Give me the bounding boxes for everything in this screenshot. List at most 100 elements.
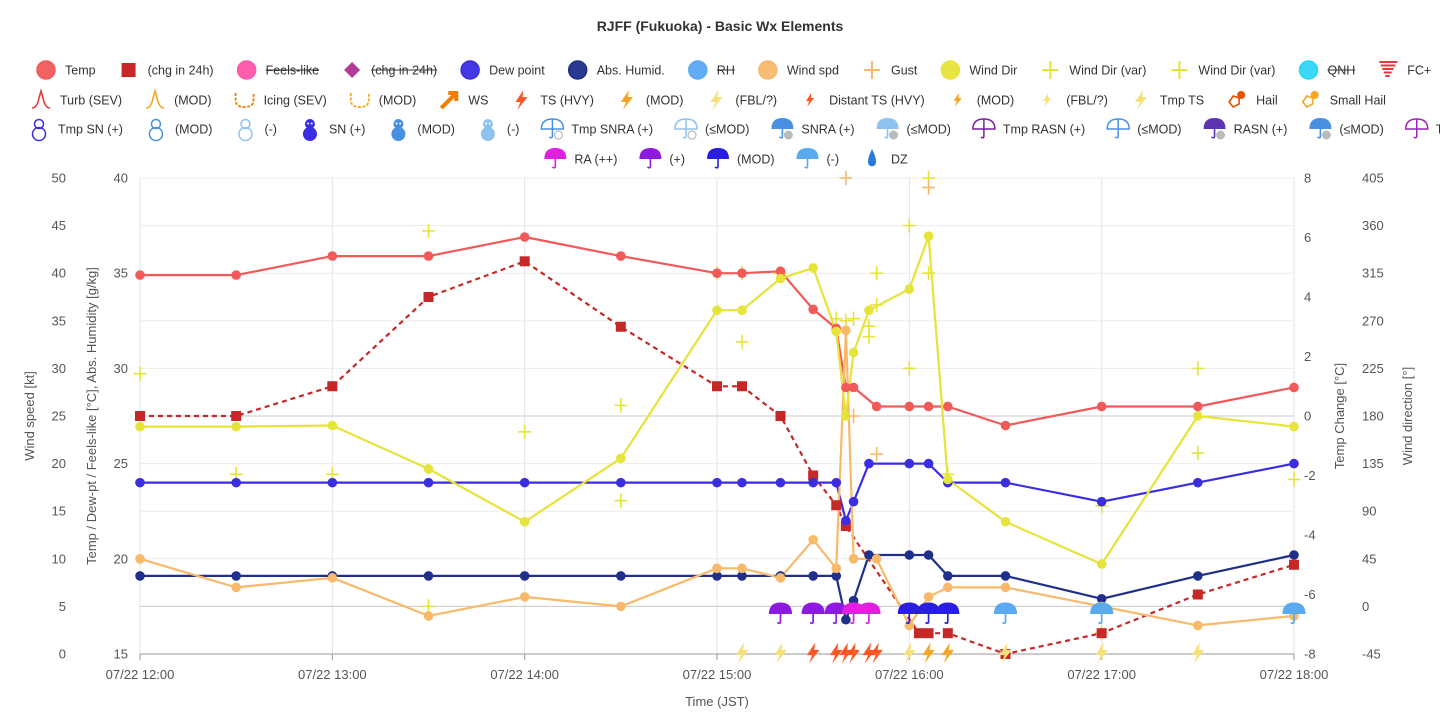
legend-label: (MOD)	[417, 123, 455, 137]
temp-change-point	[231, 411, 242, 421]
temp-change-point	[1289, 559, 1299, 570]
wind-dir-var-point	[133, 366, 147, 381]
legend-item[interactable]: RA (++)	[544, 148, 617, 169]
gust-point	[870, 446, 884, 462]
legend-item[interactable]: Distant TS (HVY)	[806, 93, 925, 108]
series-point	[423, 251, 434, 261]
legend-item[interactable]: (≤MOD)	[1309, 118, 1384, 140]
legend-item[interactable]: Tmp TS	[1134, 90, 1204, 110]
legend-item[interactable]: (+)	[639, 148, 685, 169]
legend-label: (MOD)	[737, 153, 775, 167]
series-point	[737, 563, 747, 574]
series-point	[871, 554, 882, 564]
series-point	[231, 582, 241, 593]
legend-item[interactable]: (-)	[238, 118, 277, 142]
y-axis-label-temp-change: Temp Change [°C]	[1332, 363, 1347, 469]
series-point	[831, 563, 842, 574]
series-point	[423, 477, 434, 488]
legend-label: Small Hail	[1330, 94, 1386, 108]
legend-label: (MOD)	[174, 94, 212, 108]
legend-item[interactable]: (≤MOD)	[876, 118, 951, 140]
legend-item[interactable]: Feels-like	[236, 60, 320, 80]
gust-point	[847, 408, 860, 424]
legend-item[interactable]: (≤MOD)	[674, 118, 749, 140]
tick-label-wind_dir: 180	[1362, 409, 1384, 424]
series-point	[904, 284, 915, 294]
legend-item[interactable]: Dew point	[460, 60, 545, 80]
ts-event	[806, 642, 820, 664]
legend-label: (-)	[827, 153, 840, 167]
legend-label: Wind Dir (var)	[1069, 64, 1146, 78]
legend-item[interactable]: Wind Dir (var)	[1171, 61, 1275, 79]
wind-dir-var-point	[922, 266, 935, 281]
legend-item[interactable]: RH	[688, 60, 735, 80]
legend-item[interactable]: FC+	[1379, 61, 1431, 78]
tick-label-temp_change: -6	[1304, 587, 1316, 602]
legend-item[interactable]: SN (+)	[302, 119, 365, 141]
legend-label: RA (++)	[574, 153, 617, 167]
legend-item[interactable]: Temp	[36, 60, 96, 80]
legend-item[interactable]: Gust	[863, 61, 918, 79]
series-point	[943, 571, 953, 581]
series-point	[841, 411, 851, 421]
series-point	[1289, 550, 1299, 560]
wind-dir-var-point	[1287, 472, 1301, 487]
legend-item[interactable]: (MOD)	[620, 90, 684, 110]
legend-item[interactable]: QNH	[1298, 60, 1356, 80]
legend-item[interactable]: TS (HVY)	[515, 90, 594, 110]
legend-item[interactable]: (MOD)	[391, 119, 455, 141]
series-point	[808, 534, 818, 545]
tick-label-temp: 35	[114, 266, 128, 281]
legend-item[interactable]: Abs. Humid.	[567, 60, 665, 80]
legend-item[interactable]: (FBL/?)	[710, 90, 777, 110]
tick-label-wind_speed: 15	[52, 504, 66, 519]
legend-label: Distant TS (HVY)	[829, 94, 925, 108]
legend-item[interactable]: SNRA (+)	[771, 118, 855, 140]
legend-item[interactable]: (MOD)	[145, 88, 212, 109]
ts-event	[922, 642, 935, 664]
legend-item[interactable]: (-)	[480, 119, 520, 141]
x-tick-label: 07/22 15:00	[683, 667, 752, 682]
tick-label-wind_dir: 405	[1362, 171, 1384, 186]
tick-label-temp: 25	[114, 456, 128, 471]
legend-item[interactable]: Hail	[1228, 91, 1278, 109]
legend-label: RASN (+)	[1234, 123, 1288, 137]
legend-item[interactable]: Tmp SN (+)	[31, 118, 123, 142]
legend-item[interactable]: Tmp RASN (+)	[972, 118, 1085, 139]
legend-item[interactable]: (MOD)	[349, 93, 417, 108]
legend-item[interactable]: (MOD)	[148, 118, 212, 142]
series-point	[616, 601, 626, 612]
legend-item[interactable]: (FBL/?)	[1043, 93, 1108, 108]
legend-item[interactable]: Small Hail	[1301, 91, 1386, 109]
series-point	[864, 305, 874, 316]
temp-change-point	[135, 411, 145, 421]
legend-item[interactable]: (chg in 24h)	[344, 62, 438, 78]
legend-item[interactable]: Tmp RA (+)	[1404, 118, 1440, 139]
legend-item[interactable]: DZ	[868, 149, 908, 167]
legend-item[interactable]: (-)	[796, 148, 840, 169]
legend-item[interactable]: Wind spd	[758, 60, 839, 80]
rain-event	[801, 602, 825, 625]
legend-item[interactable]: Icing (SEV)	[234, 93, 327, 108]
legend-item[interactable]: (≤MOD)	[1106, 118, 1182, 139]
ts-event	[862, 642, 876, 664]
series-point	[943, 474, 953, 485]
legend-item[interactable]: Wind Dir (var)	[1042, 61, 1146, 79]
wind-dir-var-point	[735, 334, 749, 350]
tick-label-wind_dir: 225	[1362, 361, 1384, 376]
legend-item[interactable]: Wind Dir	[940, 60, 1017, 80]
legend-item[interactable]: (MOD)	[707, 148, 775, 169]
tick-label-temp_change: 8	[1304, 171, 1311, 186]
legend-item[interactable]: Turb (SEV)	[31, 88, 122, 109]
legend-item[interactable]: WS	[439, 91, 488, 110]
legend-item[interactable]: Tmp SNRA (+)	[540, 118, 653, 140]
tick-label-temp_change: 0	[1304, 409, 1311, 424]
legend-item[interactable]: (MOD)	[953, 93, 1015, 108]
legend-item[interactable]: RASN (+)	[1203, 118, 1288, 140]
series-point	[923, 231, 934, 241]
legend-item[interactable]: (chg in 24h)	[121, 63, 214, 78]
legend-label: (MOD)	[379, 94, 417, 108]
series-point	[737, 571, 747, 581]
temp-change-point	[519, 256, 530, 267]
wind-dir-var-point	[1191, 361, 1205, 376]
